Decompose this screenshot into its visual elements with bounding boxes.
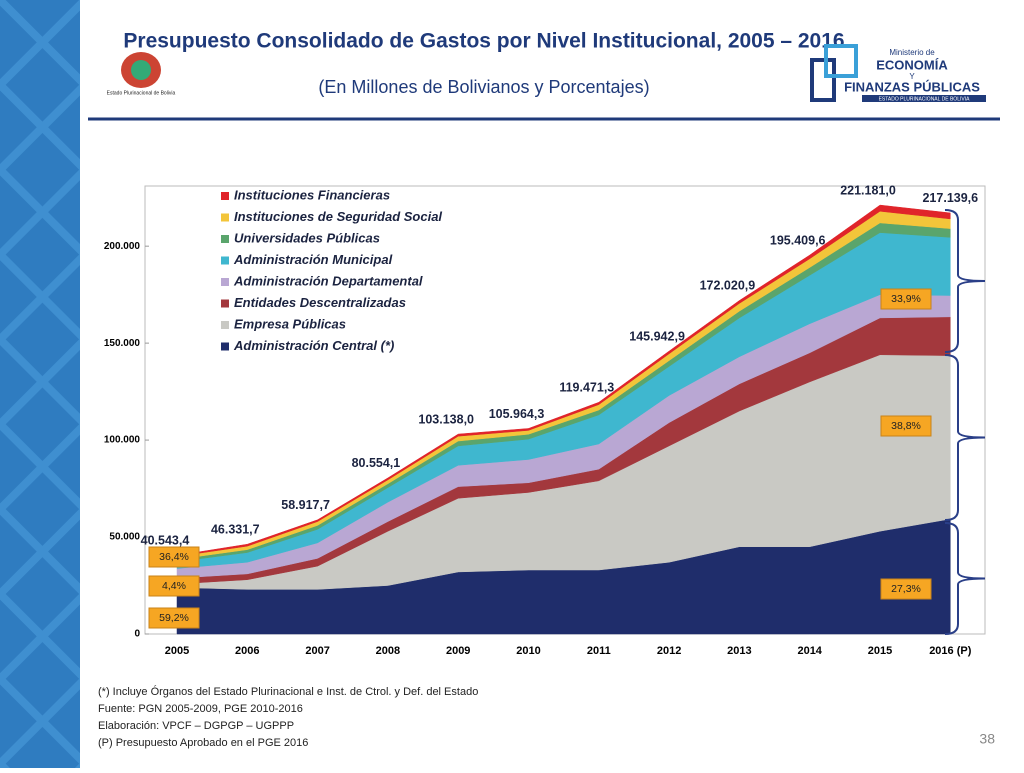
- x-tick-label: 2012: [657, 645, 681, 657]
- percent-box: [148, 546, 200, 568]
- legend-swatch: [221, 321, 229, 329]
- legend-swatch: [221, 256, 229, 265]
- total-label: 221.181,0: [840, 183, 896, 197]
- percent-label: 27,3%: [891, 583, 921, 595]
- x-tick-label: 2009: [446, 645, 470, 657]
- legend-swatch: [221, 342, 229, 351]
- percent-box: [880, 288, 932, 310]
- legend-label: Administración Departamental: [233, 273, 423, 288]
- x-tick-label: 2008: [376, 645, 400, 657]
- legend-label: Instituciones Financieras: [234, 187, 390, 202]
- legend-label: Administración Municipal: [233, 252, 393, 267]
- total-label: 145.942,9: [629, 329, 685, 343]
- legend-swatch: [221, 213, 229, 222]
- logo-text: Estado Plurinacional de Bolivia: [107, 90, 176, 96]
- page-number: 38: [979, 731, 995, 747]
- total-label: 80.554,1: [352, 456, 401, 470]
- legend-swatch: [221, 299, 229, 308]
- note: Elaboración: VPCF – DGPGP – UGPPP: [98, 720, 294, 732]
- total-label: 40.543,4: [141, 534, 190, 548]
- legend-label: Administración Central (*): [233, 338, 394, 353]
- percent-box: [880, 415, 932, 437]
- subtitle: (En Millones de Bolivianos y Porcentajes…: [318, 77, 649, 97]
- x-tick-label: 2006: [235, 645, 259, 657]
- percent-box: [880, 578, 932, 600]
- chart: 0 50.000 100.000 150.000 200.000 2005 2006 2007…: [104, 183, 986, 657]
- total-label: 119.471,3: [559, 381, 614, 395]
- area: [176, 204, 951, 557]
- notes: (*) Incluye Órganos del Estado Plurinaci…: [98, 685, 478, 749]
- side-band: [0, 0, 80, 768]
- note: Fuente: PGN 2005-2009, PGE 2010-2016: [98, 703, 303, 715]
- y-tick-label: 200.000: [104, 241, 141, 252]
- right-logo: Ministerio de ECONOMÍA Y FINANZAS PÚBLIC…: [810, 44, 986, 102]
- percent-box: [148, 607, 200, 629]
- x-tick-label: 2013: [727, 645, 751, 657]
- percent-label: 36,4%: [159, 551, 189, 563]
- total-label: 172.020,9: [700, 279, 756, 293]
- logo-text: Ministerio de: [889, 48, 935, 57]
- legend-label: Universidades Públicas: [234, 230, 380, 245]
- x-tick-label: 2007: [305, 645, 329, 657]
- legend-label: Entidades Descentralizadas: [234, 295, 406, 310]
- x-tick-label: 2014: [797, 645, 822, 657]
- total-label: 58.917,7: [281, 498, 330, 512]
- percent-label: 33,9%: [891, 293, 921, 305]
- total-label: 195.409,6: [770, 233, 826, 247]
- logo-text: Y: [909, 72, 915, 81]
- y-tick-label: 100.000: [104, 435, 141, 446]
- y-tick-label: 150.000: [104, 338, 141, 349]
- logo-text: ECONOMÍA: [876, 57, 948, 72]
- percent-label: 38,8%: [891, 420, 921, 432]
- logo-text: FINANZAS PÚBLICAS: [844, 79, 980, 94]
- x-tick-label: 2010: [516, 645, 540, 657]
- left-logo: Estado Plurinacional de Bolivia: [107, 52, 176, 96]
- x-tick-label: 2005: [165, 645, 189, 657]
- total-label: 217.139,6: [922, 191, 978, 205]
- legend-label: Empresa Públicas: [234, 316, 346, 331]
- y-tick-label: 0: [134, 629, 140, 640]
- bracket: [944, 209, 986, 353]
- total-label: 103.138,0: [418, 412, 474, 426]
- legend-label: Instituciones de Seguridad Social: [234, 209, 442, 224]
- percent-box: [148, 575, 200, 597]
- total-label: 105.964,3: [489, 407, 545, 421]
- percent-label: 4,4%: [162, 580, 186, 592]
- x-tick-label: 2015: [868, 645, 892, 657]
- total-label: 46.331,7: [211, 522, 260, 536]
- x-tick-label: 2011: [587, 645, 611, 657]
- bracket: [944, 522, 986, 635]
- logo-text: ESTADO PLURINACIONAL DE BOLIVIA: [879, 96, 971, 102]
- legend-swatch: [221, 235, 229, 243]
- y-tick-label: 50.000: [109, 532, 140, 543]
- legend: Instituciones Financieras Instituciones d…: [221, 187, 442, 353]
- legend-swatch: [221, 192, 229, 200]
- x-tick-label: 2016 (P): [929, 645, 972, 657]
- note: (*) Incluye Órganos del Estado Plurinaci…: [98, 685, 478, 698]
- legend-swatch: [221, 278, 229, 286]
- percent-label: 59,2%: [159, 612, 189, 624]
- note: (P) Presupuesto Aprobado en el PGE 2016: [98, 737, 308, 749]
- bracket: [944, 354, 986, 521]
- title: Presupuesto Consolidado de Gastos por Ni…: [123, 30, 844, 53]
